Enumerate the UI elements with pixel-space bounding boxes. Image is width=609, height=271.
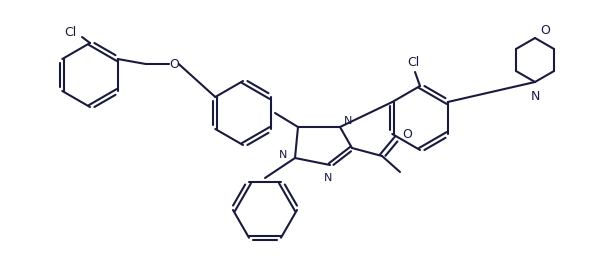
Text: Cl: Cl xyxy=(64,25,76,38)
Text: N: N xyxy=(344,116,353,126)
Text: O: O xyxy=(169,57,178,70)
Text: N: N xyxy=(279,150,287,160)
Text: N: N xyxy=(324,173,332,183)
Text: O: O xyxy=(402,127,412,140)
Text: N: N xyxy=(530,90,540,103)
Text: Cl: Cl xyxy=(407,56,419,69)
Text: O: O xyxy=(540,24,550,37)
